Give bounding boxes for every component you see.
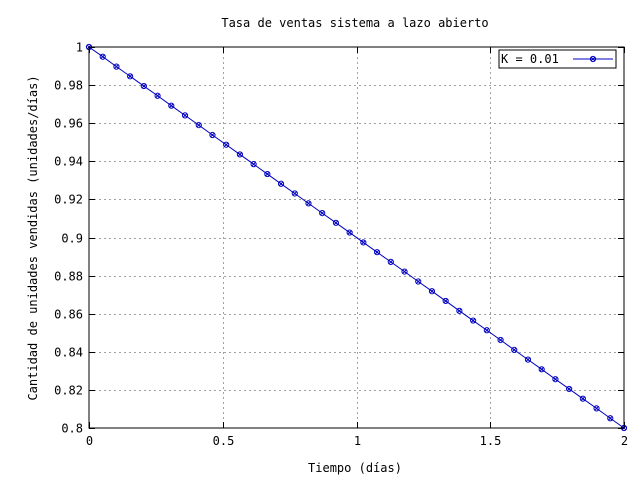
y-tick-label: 0.92: [54, 193, 83, 207]
data-point: [168, 102, 175, 109]
y-tick-label: 0.8: [61, 422, 83, 436]
data-point: [593, 405, 600, 412]
data-point: [579, 395, 586, 402]
series-line: [88, 46, 625, 429]
data-point: [305, 200, 312, 207]
data-point: [223, 141, 230, 148]
data-point: [360, 239, 367, 246]
data-point: [99, 53, 106, 60]
data-point: [346, 229, 353, 236]
data-point: [319, 210, 326, 217]
data-point: [332, 219, 340, 226]
data-point: [387, 258, 394, 265]
x-tick-label: 0: [86, 434, 93, 448]
data-point: [181, 112, 189, 119]
plot-frame: [88, 46, 625, 429]
data-point: [511, 346, 518, 353]
x-tick-label: 0.5: [213, 434, 235, 448]
data-point: [607, 415, 614, 422]
legend-marker: [589, 55, 597, 63]
y-tick-label: 0.9: [61, 232, 83, 246]
data-point: [428, 288, 436, 295]
data-point: [195, 122, 202, 129]
y-tick-label: 0.98: [54, 79, 83, 93]
y-tick-label: 1: [76, 41, 83, 55]
data-point: [127, 73, 134, 80]
data-point: [401, 268, 408, 275]
y-tick-label: 0.96: [54, 117, 83, 131]
data-point: [277, 180, 285, 187]
y-tick-label: 0.94: [54, 155, 83, 169]
y-tick-label: 0.88: [54, 270, 83, 284]
data-point: [483, 327, 490, 334]
data-point: [566, 385, 573, 393]
data-point: [113, 63, 120, 70]
data-point: [497, 336, 504, 344]
data-point: [291, 190, 298, 197]
data-point: [538, 366, 545, 373]
y-tick-label: 0.86: [54, 308, 83, 322]
data-point: [154, 92, 161, 99]
data-point: [209, 131, 216, 139]
data-point: [373, 249, 381, 256]
x-tick-label: 1: [354, 434, 361, 448]
y-tick-label: 0.84: [54, 346, 83, 360]
chart-title: Tasa de ventas sistema a lazo abierto: [221, 16, 488, 30]
data-point: [415, 278, 422, 285]
legend: K = 0.01: [498, 49, 617, 69]
legend-label: K = 0.01: [501, 52, 559, 66]
y-axis-label: Cantidad de unidades vendidas (unidades/…: [26, 75, 40, 400]
grid: [89, 47, 624, 428]
data-point: [552, 376, 559, 383]
data-point: [589, 55, 597, 63]
x-tick-label: 2: [621, 434, 628, 448]
x-tick-label: 1.5: [480, 434, 502, 448]
data-point: [264, 170, 271, 178]
series-layer: [85, 43, 628, 432]
data-point: [140, 82, 147, 90]
data-point: [442, 297, 449, 305]
data-point: [456, 307, 463, 314]
x-axis-label: Tiempo (días): [308, 461, 402, 475]
data-point: [524, 356, 532, 363]
legend-box: [498, 49, 617, 69]
data-point: [470, 317, 477, 324]
data-point: [250, 161, 257, 168]
y-tick-label: 0.82: [54, 384, 83, 398]
axis-ticks: 0 0.5 1 1.5 2 0.8 0.82 0.84 0.86 0.88 0.9 0.92 0.94 0…: [54, 41, 628, 449]
data-point: [236, 151, 243, 158]
